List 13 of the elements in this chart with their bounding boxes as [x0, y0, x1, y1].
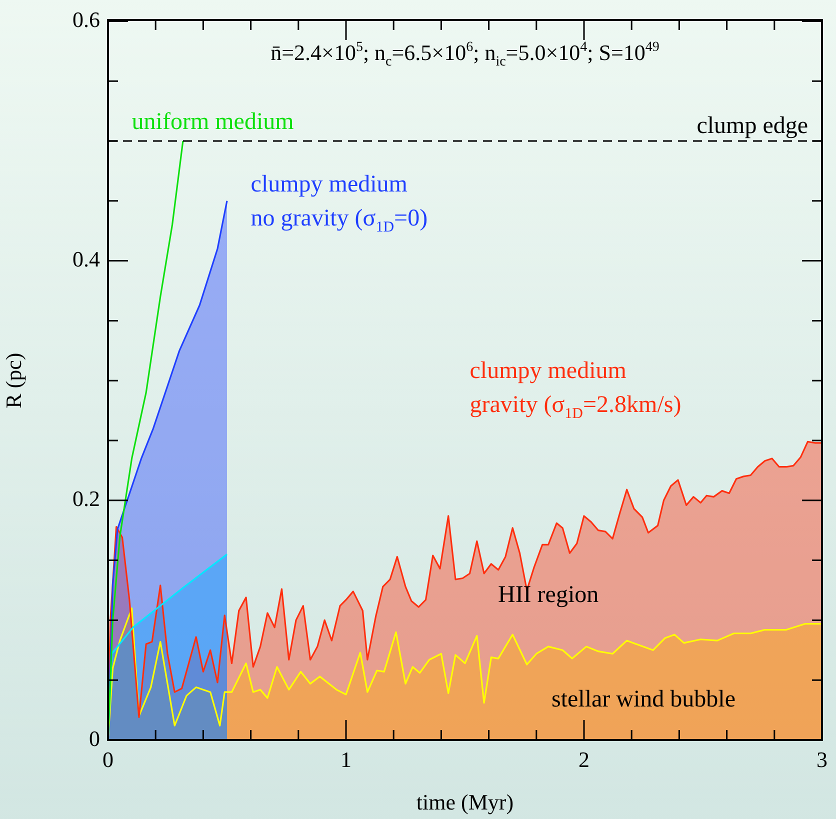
y-tick-label: 0.4: [72, 246, 100, 272]
y-tick-label: 0.6: [72, 6, 100, 32]
annotation: stellar wind bubble: [552, 686, 736, 712]
annotation: HII region: [498, 582, 599, 608]
x-tick-label: 3: [816, 746, 828, 772]
y-tick-label: 0.2: [72, 486, 100, 512]
y-axis-title: R (pc): [0, 352, 26, 408]
series-label: uniform medium: [132, 109, 294, 136]
ref-line-label: clump edge: [696, 113, 808, 139]
x-tick-label: 1: [340, 746, 352, 772]
y-tick-label: 0: [89, 726, 100, 751]
x-tick-label: 2: [578, 746, 590, 772]
x-axis-title: time (Myr): [416, 790, 514, 815]
